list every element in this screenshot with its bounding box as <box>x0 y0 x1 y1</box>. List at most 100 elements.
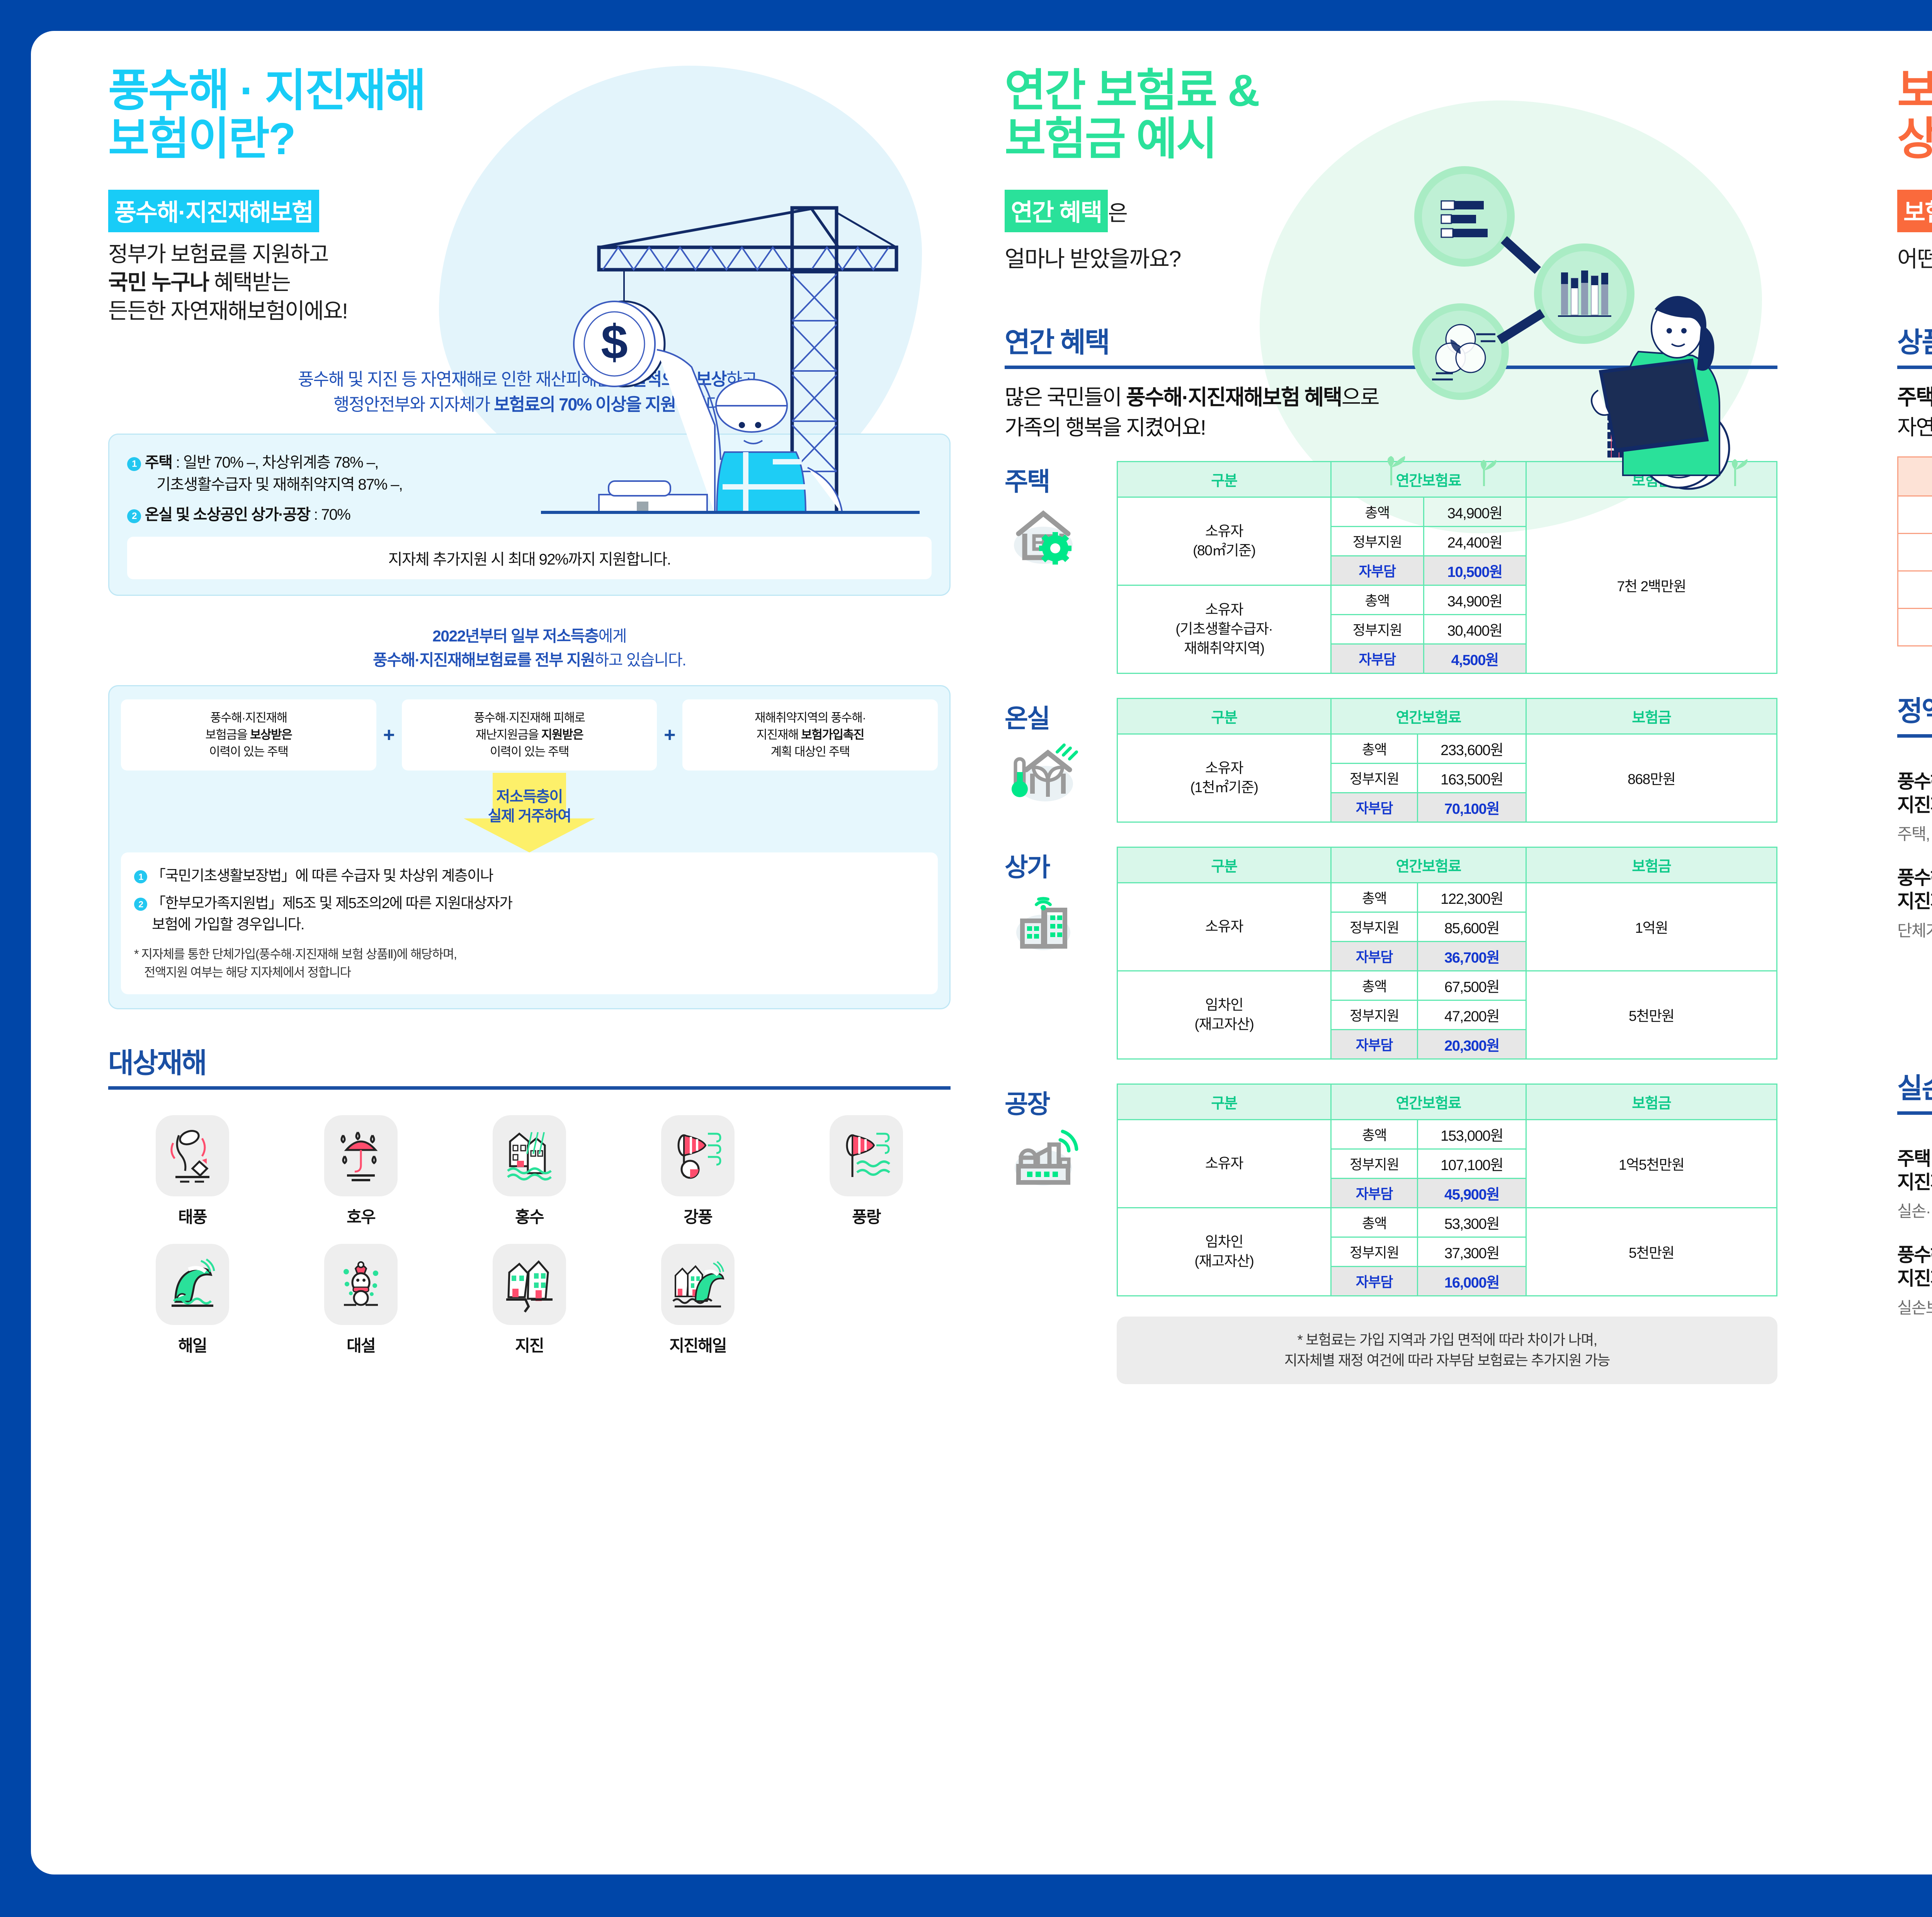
table-row: 단체가입주택 풍수해·지진재해보험Ⅱ 주택 지자체·단체 <box>1897 532 1932 572</box>
tsunami-icon <box>661 1243 735 1325</box>
actual-loss-heading: 실손보상 <box>1897 1073 1932 1104</box>
disaster-item: 지진해일 <box>614 1243 782 1356</box>
table-row: 정부지원 37,300원 <box>1117 1236 1777 1267</box>
payout-value: 5천만원 <box>1525 970 1778 1060</box>
product-name: 단체가입주택 풍수해·지진재해보험Ⅱ <box>1897 532 1932 572</box>
table-row: 임차인 (재고자산) 총액 53,300원 5천만원 <box>1117 1207 1778 1296</box>
category-name: 공장 <box>1005 1089 1050 1118</box>
disaster-icon-grid: 태풍 <box>108 1115 951 1373</box>
group-label: 임차인 (재고자산) <box>1117 1207 1332 1296</box>
table-header: 구분 <box>1117 697 1332 735</box>
table-row: 자부담 36,700원 <box>1117 941 1777 971</box>
table-row: 소유자 (1천㎡기준) 총액 233,600원 868만원 <box>1117 733 1778 823</box>
row-key: 총액 <box>1330 496 1424 527</box>
product-name: 실손·비례보상 주택 풍수해·지진재해보험Ⅲ <box>1897 570 1932 609</box>
disaster-item: 해일 <box>108 1243 277 1356</box>
condition-footnote: * 지자체를 통한 단체가입(풍수해·지진재해 보험 상품Ⅱ)에 해당하며, 전… <box>134 947 457 979</box>
row-value: 85,600원 <box>1417 911 1527 942</box>
row-key: 정부지원 <box>1330 526 1424 556</box>
disaster-label: 지진 <box>515 1336 544 1355</box>
disasters-rule <box>108 1086 951 1090</box>
actual-products-list: 주택 풍수해· 지진재해보험Ⅲ 실손·비례보상 풍수해· 지진재해보험Ⅵ 실손보… <box>1897 1132 1932 1402</box>
bullet-number-1: 1 <box>127 457 141 471</box>
disaster-item: 강풍 <box>614 1115 782 1228</box>
eligibility-card: 풍수해·지진재해 보험금을 보상받은 이력이 있는 주택 <box>121 699 376 771</box>
support-item-1: 1 주택 : 일반 70% –, 차상위계층 78% –, <box>127 452 932 474</box>
row-key: 정부지원 <box>1330 614 1424 645</box>
disaster-label: 대설 <box>347 1336 376 1355</box>
down-arrow-label: 저소득층이 실제 거주하여 <box>488 789 572 825</box>
row-key: 총액 <box>1330 882 1418 913</box>
eligibility-box: 풍수해·지진재해 보험금을 보상받은 이력이 있는 주택 + 풍수해·지진재해 … <box>108 685 951 1009</box>
svg-text:$: $ <box>601 315 628 369</box>
row-value: 233,600원 <box>1417 733 1527 764</box>
row-value: 30,400원 <box>1423 614 1527 645</box>
premium-table-block: 주택 <box>1005 461 1778 674</box>
disaster-label: 지진해일 <box>669 1336 727 1355</box>
product-name: 실손보상 소상공인 풍수해·지진재해보험Ⅳ <box>1897 607 1932 646</box>
row-key: 자부담 <box>1330 1029 1418 1060</box>
actual-product-sub: 실손·비례보상 <box>1897 1202 1932 1221</box>
column3-highlight: 보험종류 <box>1897 189 1932 232</box>
product-info-rule <box>1897 365 1932 369</box>
house-premium-table: 구분 연간보험료 보험금 소유자 (80㎡기준) 총액 34,900원 7천 2… <box>1117 461 1778 674</box>
fixed-compensation-rule <box>1897 734 1932 738</box>
table-row: 자부담 4,500원 <box>1117 643 1777 674</box>
disaster-item: 지진 <box>445 1243 614 1356</box>
table-row: 실손보상 소상공인 풍수해·지진재해보험Ⅳ 상가·공장 개별·단체 <box>1897 607 1932 646</box>
row-key: 자부담 <box>1330 643 1424 674</box>
product-info-heading: 상품안내 <box>1897 327 1932 358</box>
table-row: 정부지원 163,500원 <box>1117 762 1777 793</box>
table-row: 소유자 총액 122,300원 1억원 <box>1117 882 1778 971</box>
column3-title: 보상기준 & 상품안내 <box>1897 65 1932 164</box>
fixed-compensation-heading: 정액보상 <box>1897 696 1932 727</box>
bullet-number-1: 1 <box>134 870 147 884</box>
product-info-lead: 주택·온실·소상공인 자연재해 피해 걱정하지 마세요! <box>1897 385 1932 439</box>
fixed-product-item: 풍수해· 지진재해보험Ⅱ 단체가입주택 <box>1897 866 1932 941</box>
strong-wind-icon <box>661 1115 735 1196</box>
column1-highlight: 풍수해·지진재해보험 <box>108 189 320 232</box>
factory-icon <box>1015 1129 1078 1186</box>
category-side: 상가 <box>1005 847 1117 1060</box>
category-name: 온실 <box>1005 704 1050 733</box>
column2-highlight: 연간 혜택 <box>1005 189 1108 232</box>
conditions-box: 1 「국민기초생활보장법」에 따른 수급자 및 차상위 계층이나 2 「한부모가족지… <box>121 852 938 994</box>
actual-product-sub: 실손보상 소상공인 <box>1897 1298 1932 1317</box>
group-label: 소유자 (80㎡기준) <box>1117 496 1332 586</box>
column2-highlight-tail: 은 <box>1108 201 1128 225</box>
plus-sign-icon: + <box>664 724 676 747</box>
table-header: 연간보험료 <box>1330 1083 1527 1120</box>
column3-question: 어떤 것이 있을까요? <box>1897 246 1932 272</box>
column2-question: 얼마나 받았을까요? <box>1005 246 1181 272</box>
table-header: 구분 <box>1117 461 1332 498</box>
column1-title: 풍수해 · 지진재해 보험이란? <box>108 65 426 164</box>
row-key: 자부담 <box>1330 1266 1418 1296</box>
typhoon-icon <box>156 1115 229 1196</box>
tidal-wave-icon <box>156 1243 229 1325</box>
row-key: 총액 <box>1330 1207 1418 1238</box>
row-value: 47,200원 <box>1417 999 1527 1030</box>
row-value: 122,300원 <box>1417 882 1527 913</box>
category-side: 공장 <box>1005 1084 1117 1296</box>
table-header: 구분 <box>1117 1083 1332 1120</box>
row-key: 자부담 <box>1330 792 1418 823</box>
row-value: 107,100원 <box>1417 1148 1527 1179</box>
disaster-item: 태풍 <box>108 1115 277 1228</box>
eligibility-card: 재해취약지역의 풍수해· 지진재해 보험가입촉진 계획 대상인 주택 <box>682 699 938 771</box>
premium-table-block: 공장 구분 연간보험료 <box>1005 1083 1778 1296</box>
disaster-label: 홍수 <box>515 1208 544 1226</box>
row-key: 총액 <box>1330 733 1418 764</box>
analyst-coins-illustration: $ <box>1388 166 1748 490</box>
fixed-product-sub: 주택, 온실 <box>1897 825 1932 844</box>
table-row: 자부담 16,000원 <box>1117 1266 1777 1296</box>
fixed-product-item: 풍수해· 지진재해보험Ⅰ 주택, 온실 <box>1897 770 1932 845</box>
greenhouse-premium-table: 구분 연간보험료 보험금 소유자 (1천㎡기준) 총액 233,600원 868… <box>1117 697 1778 823</box>
annual-benefit-rule <box>1005 365 1777 369</box>
fixed-compensation-split: 풍수해· 지진재해보험Ⅰ 주택, 온실 풍수해· 지진재해보험Ⅱ 단체가입주택 … <box>1897 755 1932 994</box>
row-key: 정부지원 <box>1330 999 1418 1030</box>
column3-highlight-wrap: 보험종류는 <box>1897 189 1932 232</box>
category-name: 주택 <box>1005 467 1050 496</box>
table-row: 소유자 (기초생활수급자· 재해취약지역) 총액 34,900원 <box>1117 584 1777 674</box>
column-compensation-products: $ 보상기준 & 상품 <box>1897 31 1932 1442</box>
condition-2: 2 「한부모가족지원법」제5조 및 제5조의2에 따른 지원대상자가 <box>134 893 925 914</box>
